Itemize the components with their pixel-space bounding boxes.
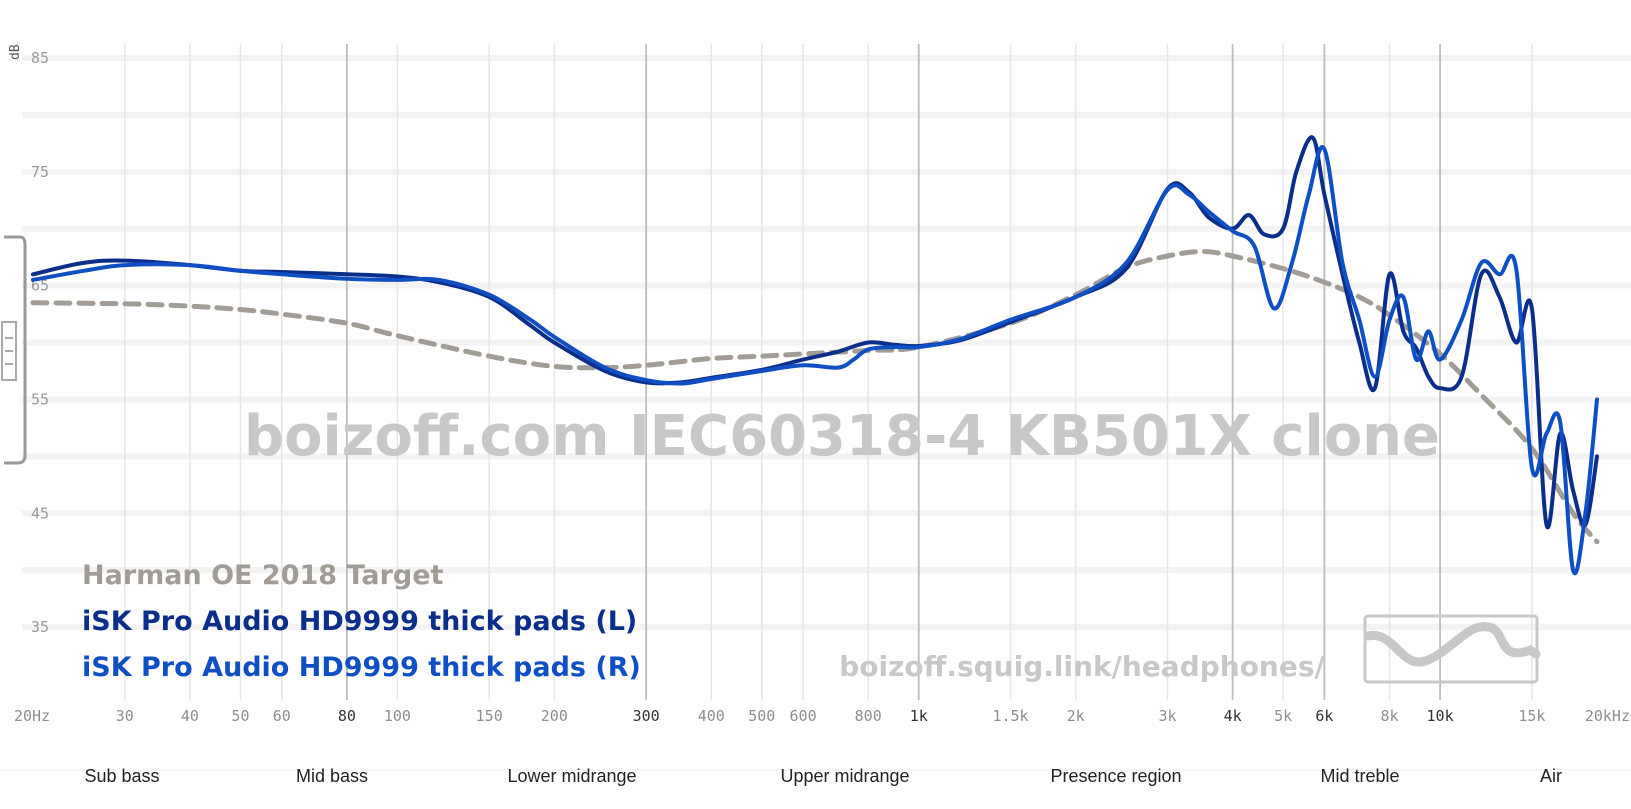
- y-tick-label: 55: [31, 390, 49, 408]
- y-axis-label: dB: [8, 44, 23, 60]
- vertical-grid: [124, 44, 1533, 700]
- x-tick-label: 100: [384, 707, 411, 725]
- x-tick-label: 600: [790, 707, 817, 725]
- band-label: Lower midrange: [507, 766, 636, 786]
- curve-right: [31, 145, 1599, 576]
- x-tick-labels: 20Hz 30 40 50 60 80 100 150 200 300 400 500 600 800 1k…: [14, 707, 1630, 725]
- watermark-main: boizoff.com IEC60318-4 KB501X clone: [244, 404, 1440, 469]
- x-tick-label: 80: [338, 707, 356, 725]
- legend-item-target[interactable]: Harman OE 2018 Target: [82, 560, 444, 591]
- x-tick-label: 4k: [1224, 707, 1242, 725]
- x-tick-label: 6k: [1315, 707, 1333, 725]
- x-tick-label: 500: [748, 707, 775, 725]
- y-tick-label: 35: [31, 618, 49, 636]
- y-tick-label: 45: [31, 504, 49, 522]
- y-tick-label: 85: [31, 49, 49, 67]
- x-tick-label: 300: [633, 707, 660, 725]
- x-tick-label: 800: [855, 707, 882, 725]
- x-tick-label: 5k: [1274, 707, 1292, 725]
- curves: [30, 135, 1600, 576]
- x-tick-label: 40: [181, 707, 199, 725]
- band-label: Mid bass: [296, 766, 368, 786]
- curve-left: [31, 135, 1599, 530]
- x-tick-label: 400: [698, 707, 725, 725]
- x-tick-label: 15k: [1518, 707, 1545, 725]
- legend-item-right[interactable]: iSK Pro Audio HD9999 thick pads (R): [82, 652, 641, 683]
- x-tick-label: 20Hz: [14, 707, 50, 725]
- x-tick-label: 20kHz: [1585, 707, 1630, 725]
- x-tick-label: 60: [273, 707, 291, 725]
- x-tick-label: 30: [116, 707, 134, 725]
- x-tick-label: 10k: [1427, 707, 1454, 725]
- x-tick-label: 2k: [1067, 707, 1085, 725]
- x-tick-label: 50: [231, 707, 249, 725]
- y-tick-label: 75: [31, 163, 49, 181]
- legend: Harman OE 2018 Target iSK Pro Audio HD99…: [82, 560, 641, 683]
- band-label: Sub bass: [84, 766, 159, 786]
- watermark-url: boizoff.squig.link/headphones/: [839, 650, 1325, 683]
- band-label: Mid treble: [1320, 766, 1399, 786]
- x-tick-label: 200: [541, 707, 568, 725]
- side-handle[interactable]: [1, 235, 27, 465]
- x-tick-label: 1k: [910, 707, 928, 725]
- legend-item-left[interactable]: iSK Pro Audio HD9999 thick pads (L): [82, 606, 637, 637]
- x-tick-label: 1.5k: [992, 707, 1028, 725]
- band-label: Upper midrange: [780, 766, 909, 786]
- x-tick-label: 3k: [1158, 707, 1176, 725]
- x-tick-label: 8k: [1381, 707, 1399, 725]
- x-tick-label: 150: [476, 707, 503, 725]
- band-label: Presence region: [1050, 766, 1181, 786]
- frequency-bands: Sub bass Mid bass Lower midrange Upper midr…: [84, 766, 1562, 786]
- horizontal-grid: [22, 55, 1631, 631]
- band-label: Air: [1540, 766, 1562, 786]
- site-logo: [1363, 614, 1541, 684]
